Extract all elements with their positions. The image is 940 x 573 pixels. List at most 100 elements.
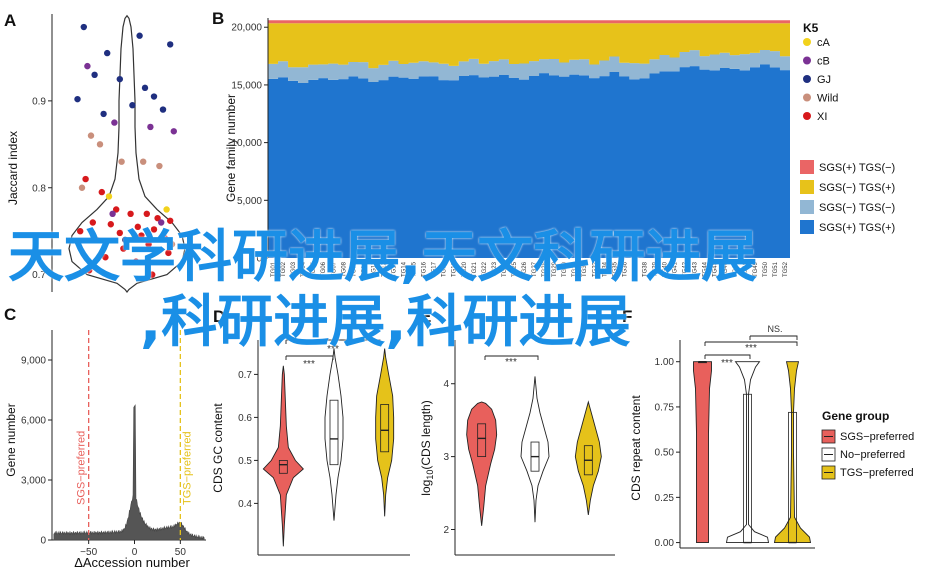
panel-a-points [74, 23, 177, 278]
panel-b-x-tick-label: TG50 [763, 261, 769, 277]
panel-a-point-cb [170, 128, 177, 135]
panel-f-bracket-top [749, 335, 798, 340]
panel-f-bracket-inner [704, 354, 751, 359]
panel-b-x-tick-label: TG04 [301, 261, 307, 277]
panel-b-legend-dot-wild [803, 93, 811, 102]
panel-c-tick-label: 0 [40, 536, 46, 547]
panel-a-point-xi [132, 258, 140, 265]
panel-a-point-gj [159, 106, 167, 113]
panel-a-point-xi [138, 232, 145, 239]
panel-d-violin-no [324, 348, 344, 521]
panel-a-tick-label: 0.9 [32, 96, 46, 107]
panel-d-box [380, 404, 390, 453]
panel-c-ticks: 0 3,000 6,000 9,000 −50 0 50 [21, 356, 186, 559]
panel-b-legend-dot-cb [803, 56, 811, 65]
panel-b-x-tick-label: TG02 [281, 261, 287, 277]
panel-b-x-tick-label: TG19 [452, 261, 458, 277]
panel-c-tick-label: 3,000 [21, 476, 46, 487]
panel-c-x-label: ΔAccession number [74, 555, 190, 570]
panel-f-violin-no [725, 361, 770, 544]
panel-a-tick-label: 0.7 [32, 270, 46, 281]
panel-b-x-tick-label: TG26 [522, 261, 528, 277]
panel-a-point-wild [156, 162, 163, 170]
panel-b-x-tick-label: TG44 [703, 261, 709, 277]
panel-a-tick-label: 0.8 [32, 183, 46, 194]
panel-a-point-gj [74, 95, 81, 103]
panel-label-f: F [622, 307, 632, 326]
panel-b-x-tick-label: TG48 [743, 261, 749, 277]
panel-a-point-gj [80, 23, 88, 31]
panel-e-y-label: log10(CDS length) [419, 400, 435, 495]
panel-d-bracket-outer [285, 339, 381, 344]
panel-a-point-gj [141, 84, 149, 92]
panel-a-point-xi [150, 226, 158, 233]
panel-c-y-label: Gene number [4, 403, 18, 476]
panel-b-x-tick-label: TG30 [562, 261, 568, 277]
panel-f-legend: Gene group SGS−preferred No−preferred TGS−… [821, 409, 914, 480]
panel-b-legend-swatch [800, 160, 814, 174]
panel-a-point-ca [131, 232, 138, 239]
panel-a-point-wild [168, 241, 176, 248]
panel-e-box [477, 423, 487, 458]
panel-b-stacked-areas [268, 20, 790, 258]
panel-b-legend-swatch [800, 200, 814, 214]
panel-a-point-gj [104, 49, 111, 57]
panel-a-point-gj [150, 93, 158, 100]
panel-d-sig-inner: *** [303, 359, 315, 370]
panel-b-tick-label: 5,000 [237, 196, 262, 207]
panel-b-area-series-0 [268, 64, 790, 258]
panel-b-x-tick-label: TG11 [371, 261, 377, 276]
panel-f-sig-inner: *** [721, 358, 733, 369]
panel-a-point-xi [120, 245, 127, 252]
panel-e-significance: *** [484, 355, 539, 368]
panel-d-sig-outer: *** [327, 344, 339, 355]
panel-b-x-tick-label: TG33 [592, 261, 598, 277]
panel-e-ticks: 2 3 4 [443, 379, 455, 536]
panel-c-sgs-annotation: SGS−preferred [76, 431, 88, 505]
panel-b-legend-category: SGS(−) TGS(−) [819, 202, 895, 214]
panel-b-legend-dot-ca [803, 38, 811, 46]
panel-c-tgs-annotation: TGS−preferred [181, 431, 193, 505]
panel-e-violins [466, 376, 602, 526]
panel-b-x-tick-label: TG31 [572, 261, 578, 277]
panel-a-point-cb [158, 219, 165, 226]
panel-b-x-tick-label: TG05 [311, 261, 317, 277]
panel-d-bracket-inner [285, 355, 334, 360]
panel-b-x-tick-label: TG51 [773, 261, 779, 277]
panel-b-x-tick-label: TG24 [502, 261, 508, 277]
panel-e-tick-label: 4 [443, 379, 449, 390]
panel-b-x-tick-label: TG22 [482, 261, 488, 277]
panel-e-violin-sgs [466, 401, 498, 526]
panel-f-repeat: CDS repeat content 0.000.250.500.751.00 … [629, 324, 914, 549]
panel-e-violin-tgs [574, 400, 602, 515]
panel-b-gene-families: Gene family number 0 5,000 10,000 15,000 20,… [224, 18, 895, 277]
panel-b-tick-label: 20,000 [231, 23, 262, 34]
panel-a-point-wild [96, 141, 104, 148]
panel-d-tick-label: 0.5 [238, 456, 252, 467]
panel-a-point-cb [84, 62, 91, 70]
panel-b-x-tick-label: TG27 [532, 261, 538, 277]
watermark-line-2: ,科研进展,科研进展 [140, 290, 631, 355]
panel-d-violin-sgs [262, 365, 304, 547]
panel-a-point-gj [116, 75, 124, 83]
panel-b-x-tick-label: TG49 [753, 261, 759, 277]
panel-a-point-gj [91, 71, 98, 79]
panel-f-tick-label: 1.00 [655, 357, 675, 368]
panel-f-legend-label: No−preferred [840, 449, 905, 461]
panel-b-legend-category: SGS(−) TGS(+) [819, 182, 895, 194]
panel-f-significance: *** *** NS. [704, 324, 798, 369]
panel-b-x-tick-label: TG09 [351, 261, 357, 277]
panel-a-point-wild [87, 132, 95, 139]
panel-b-legend-label: GJ [817, 74, 831, 86]
panel-d-box [329, 399, 339, 466]
panel-e-sig: *** [505, 357, 517, 368]
panel-b-x-tick-label: TG03 [291, 261, 297, 277]
panel-label-b: B [212, 9, 224, 28]
panel-d-tick-label: 0.4 [238, 499, 252, 510]
panel-f-legend-label: TGS−preferred [840, 467, 914, 479]
panel-b-tick-label: 0 [256, 254, 262, 265]
panel-d-tick-label: 0.7 [238, 370, 252, 381]
panel-a-point-xi [86, 267, 93, 274]
panel-b-legend: K5 cA cB GJ Wild XI SGS(+) TGS(−) SGS(−) TGS(+… [800, 21, 895, 234]
panel-c-accession: SGS−preferred TGS−preferred Gene number … [4, 330, 206, 570]
